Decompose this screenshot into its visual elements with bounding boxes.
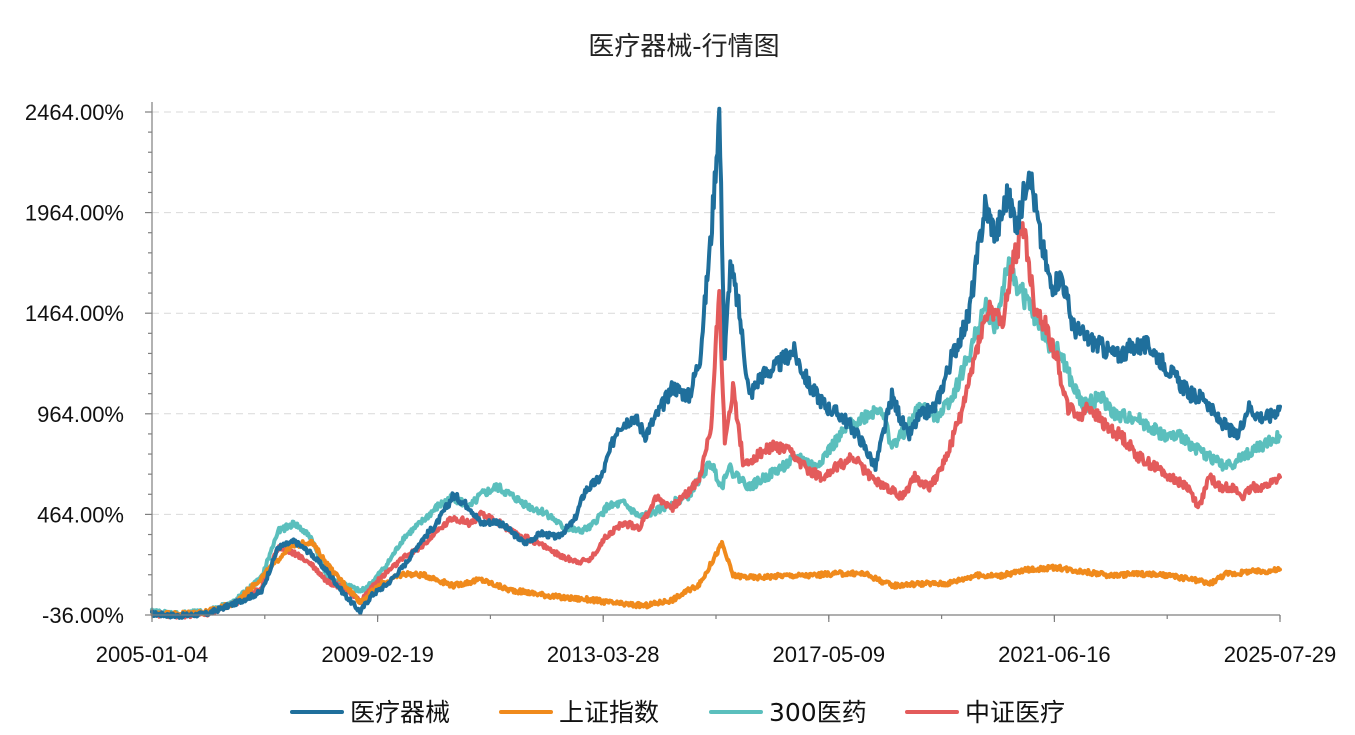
series-line-3 [150, 221, 1282, 620]
series-line-2 [150, 256, 1282, 618]
x-tick-label: 2025-07-29 [1224, 642, 1337, 667]
x-tick-label: 2021-06-16 [998, 642, 1111, 667]
legend-label: 300医药 [769, 698, 867, 727]
legend-label: 中证医疗 [965, 698, 1065, 727]
y-tick-label: 1464.00% [25, 301, 124, 326]
y-axis-tick-labels: -36.00% 464.00% 964.00% 1464.00% 1964.00% 246… [25, 100, 124, 628]
legend: 医疗器械 上证指数 300医药 中证医疗 [290, 698, 1065, 727]
chart-title: 医疗器械-行情图 [588, 32, 779, 62]
y-tick-label: -36.00% [42, 603, 124, 628]
y-tick-label: 2464.00% [25, 100, 124, 125]
x-axis-tick-labels: 2005-01-04 2009-02-19 2013-03-28 2017-05-09… [96, 642, 1337, 667]
legend-label: 上证指数 [559, 698, 659, 727]
series-line-1 [150, 538, 1282, 619]
y-tick-label: 1964.00% [25, 201, 124, 226]
y-tick-label: 464.00% [37, 502, 124, 527]
x-tick-label: 2013-03-28 [547, 642, 660, 667]
x-tick-label: 2009-02-19 [321, 642, 434, 667]
x-tick-label: 2005-01-04 [96, 642, 209, 667]
axes [145, 102, 1281, 622]
plot-area [150, 106, 1282, 620]
y-tick-label: 964.00% [37, 402, 124, 427]
legend-label: 医疗器械 [350, 698, 450, 727]
x-tick-label: 2017-05-09 [773, 642, 886, 667]
series-line-0 [150, 106, 1282, 620]
